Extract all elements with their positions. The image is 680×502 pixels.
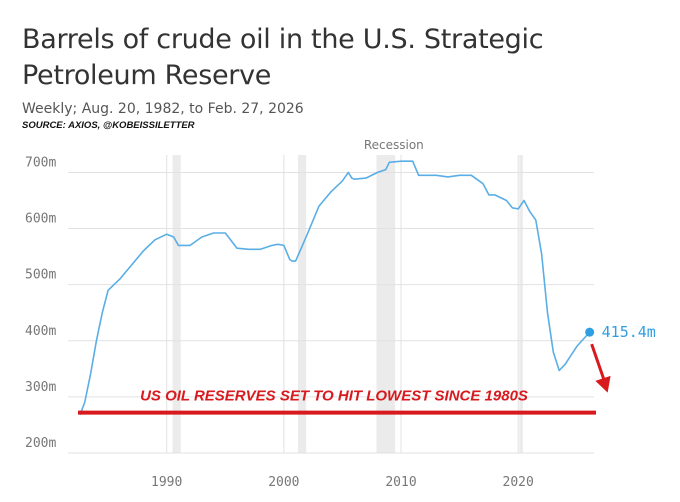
chart-title: Barrels of crude oil in the U.S. Strateg…	[22, 24, 544, 91]
recession-band	[297, 155, 307, 453]
recession-bands	[172, 155, 523, 453]
annotation-text: US OIL RESERVES SET TO HIT LOWEST SINCE …	[140, 388, 528, 405]
y-tick-label: 700m	[25, 155, 56, 170]
series-line-spr	[79, 160, 591, 416]
y-axis-ticks: 200m 300m 400m 500m 600m 700m	[25, 155, 56, 451]
y-tick-label: 600m	[25, 212, 56, 227]
y-tick-label: 500m	[25, 268, 56, 283]
recession-band	[172, 155, 181, 453]
y-tick-label: 400m	[25, 324, 56, 339]
recession-band	[376, 155, 396, 453]
recession-band	[519, 155, 523, 453]
x-tick-label: 1990	[151, 475, 182, 490]
gridlines	[68, 155, 594, 454]
x-tick-label: 2000	[268, 475, 299, 490]
last-point-label: 415.4m	[602, 323, 656, 341]
chart-subtitle: Weekly; Aug. 20, 1982, to Feb. 27, 2026	[22, 101, 304, 117]
x-axis-ticks: 1990 2000 2010 2020	[151, 475, 534, 490]
y-tick-label: 200m	[25, 436, 56, 451]
down-arrow	[590, 343, 611, 393]
x-tick-label: 2020	[503, 475, 534, 490]
last-point-marker	[585, 327, 595, 337]
chart-source: SOURCE: AXIOS, @KOBEISSILETTER	[22, 120, 195, 131]
x-tick-label: 2010	[385, 475, 416, 490]
recession-label: Recession	[364, 138, 424, 152]
y-tick-label: 300m	[25, 380, 56, 395]
